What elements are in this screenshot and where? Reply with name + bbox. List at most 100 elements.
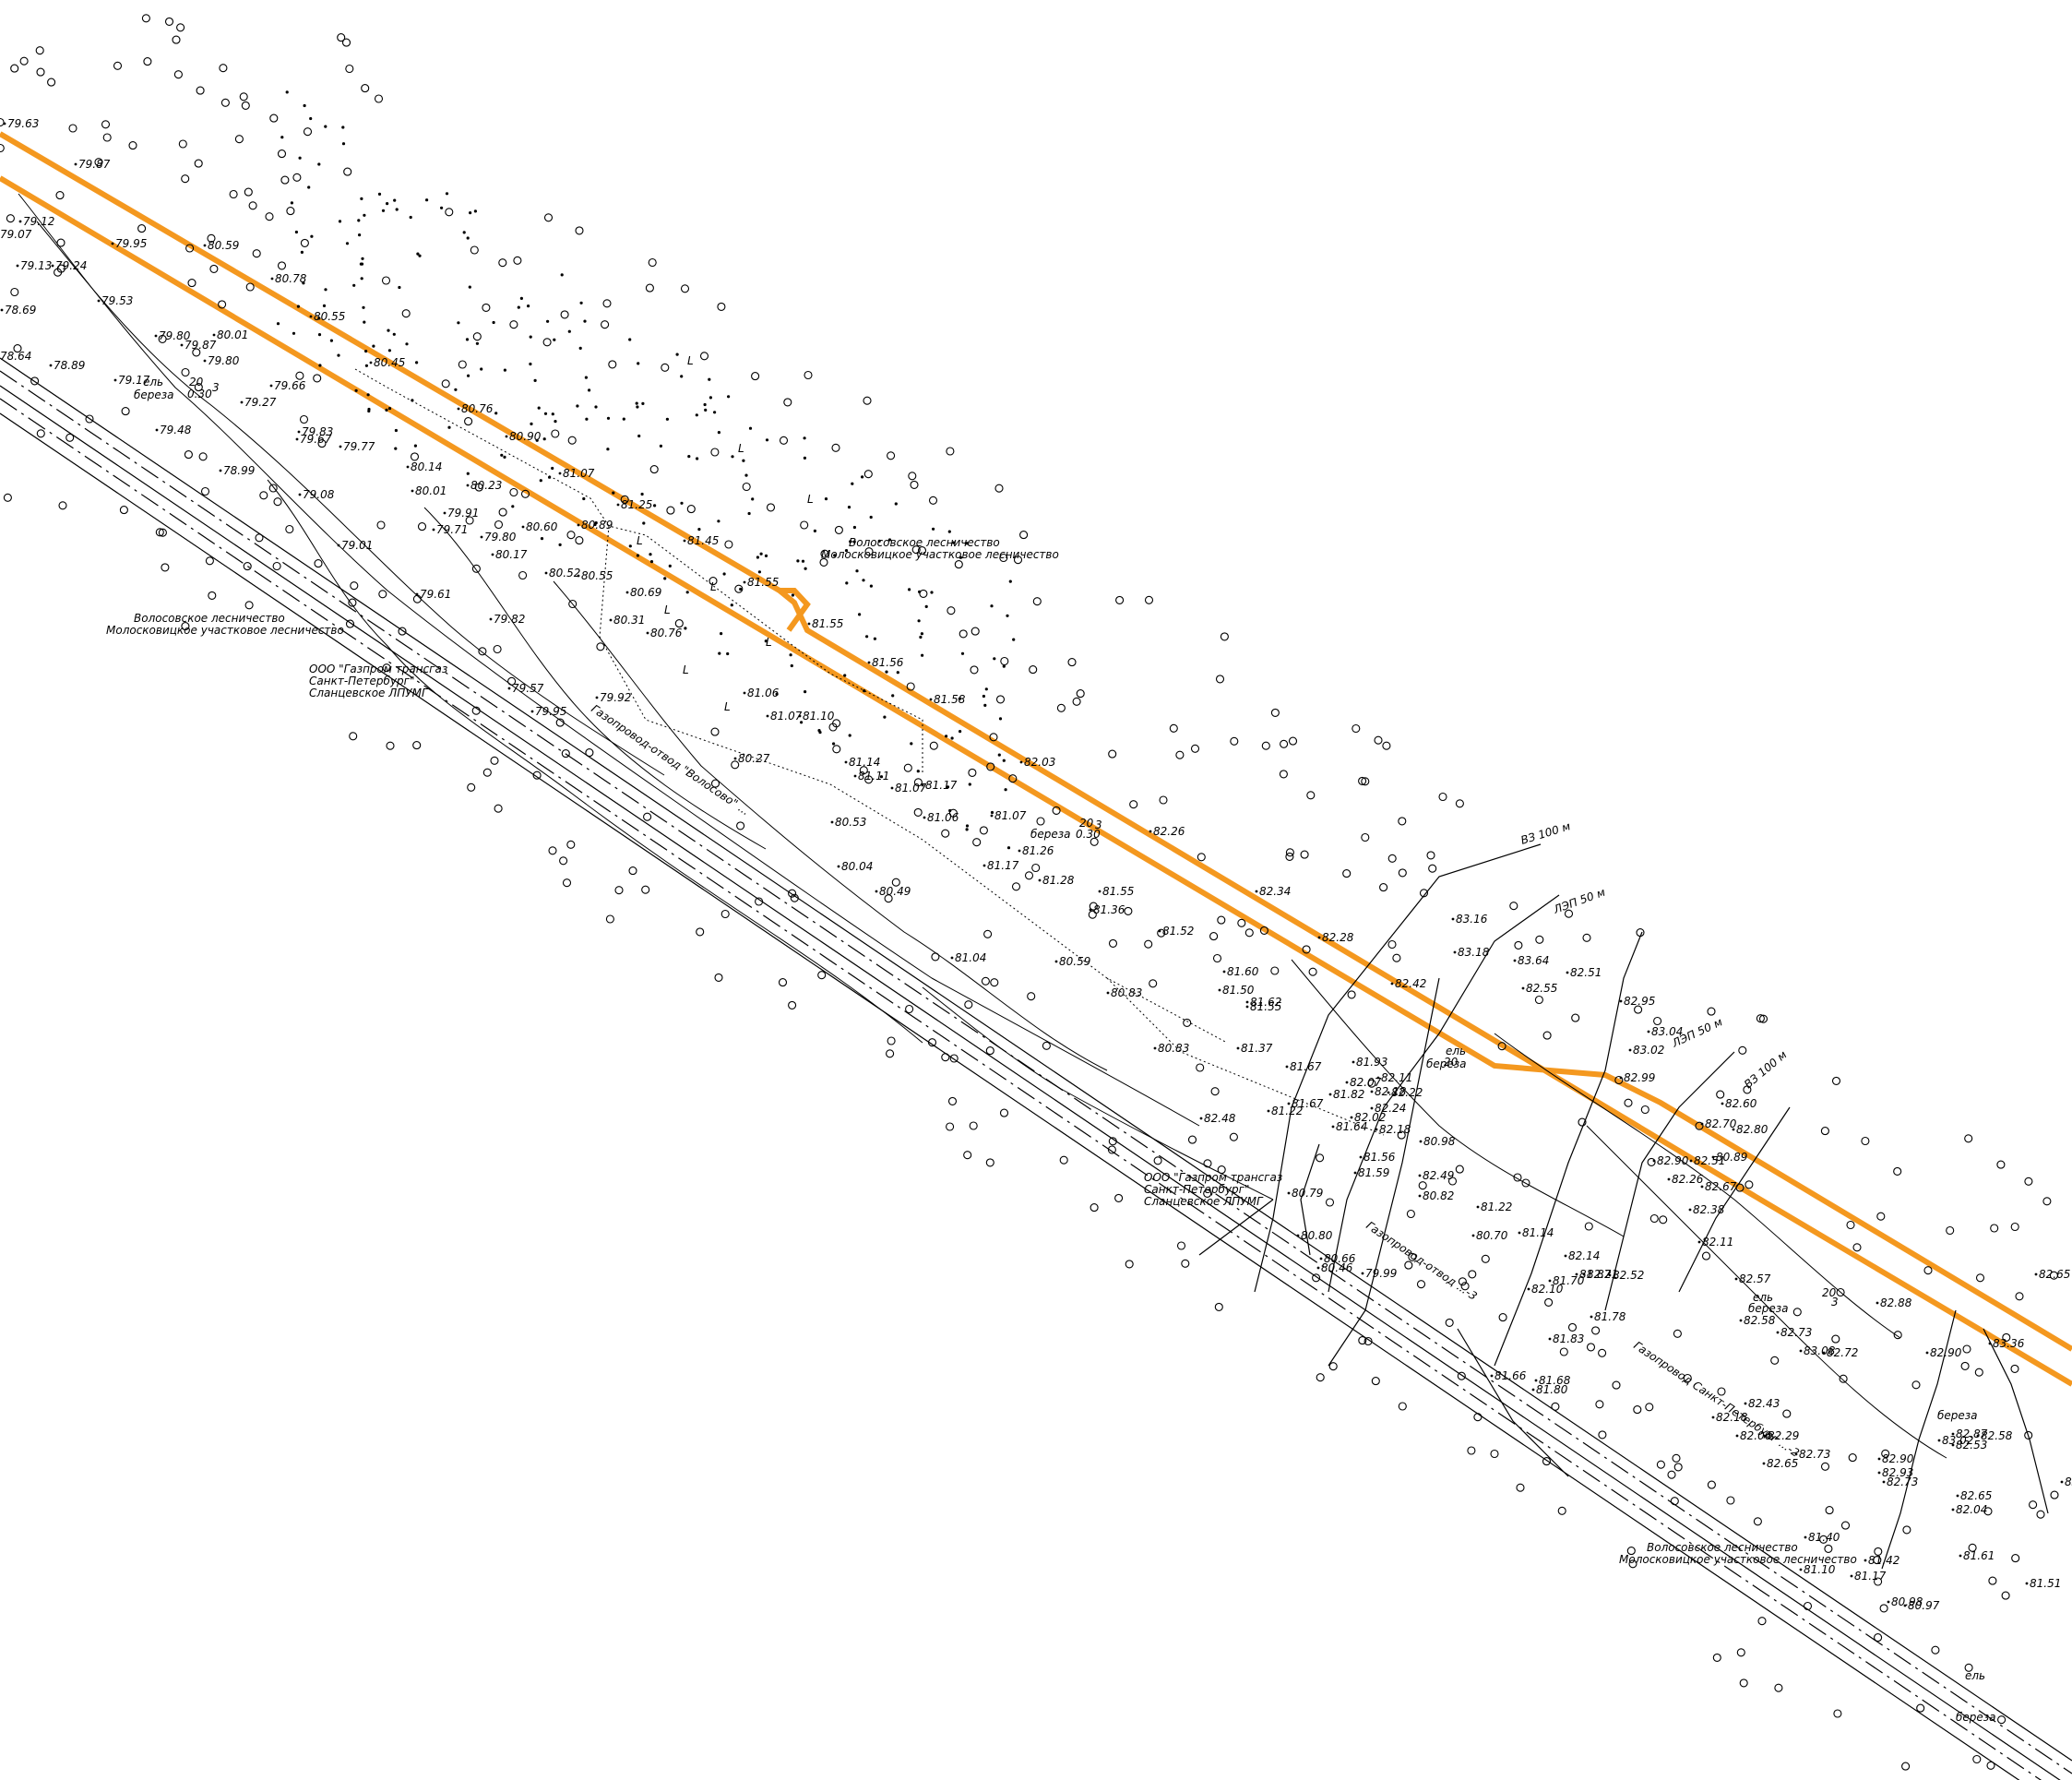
tree-symbol — [1673, 1463, 1683, 1472]
tree-symbol — [1220, 632, 1229, 641]
shrub-dot — [873, 637, 877, 640]
tree-symbol — [1460, 1282, 1470, 1291]
tree-symbol — [349, 732, 358, 741]
elevation-spot: 82.57 — [1739, 1272, 1771, 1285]
owner-label-1-line3: Сланцевское ЛПУМГ — [309, 687, 429, 699]
elevation-spot: 81.07 — [994, 809, 1027, 822]
elevation-point — [203, 359, 207, 363]
tree-symbol — [2024, 1430, 2033, 1440]
elevation-point — [1590, 1315, 1593, 1319]
tree-symbol — [755, 897, 764, 906]
tree-symbol — [859, 766, 868, 775]
tree-symbol — [1612, 1380, 1621, 1390]
tree-symbol — [345, 619, 355, 628]
tree-symbol — [119, 506, 128, 515]
elevation-point — [1689, 1159, 1693, 1163]
tree-symbol — [887, 451, 896, 460]
shrub-dot — [894, 502, 898, 506]
tree-symbol — [947, 1096, 958, 1105]
shrub-dot — [337, 353, 340, 357]
tree-symbol — [1217, 1165, 1226, 1175]
shrub-dot — [663, 577, 667, 580]
tree-symbol — [1874, 1547, 1883, 1556]
shrub-dot — [790, 663, 793, 668]
elevation-point — [1098, 890, 1101, 893]
shrub-dot — [469, 211, 472, 215]
elevation-spot: 79.67 — [300, 433, 332, 446]
elevation-spot: 80.98 — [1423, 1135, 1456, 1148]
tree-symbol — [1901, 1762, 1911, 1771]
tree-symbol — [1215, 675, 1225, 684]
elevation-point — [1453, 950, 1457, 954]
elevation-point — [49, 364, 53, 367]
elevation-spot: 81.60 — [1227, 965, 1259, 978]
svg-text:L: L — [724, 700, 731, 713]
tree-symbol — [507, 676, 517, 686]
tree-symbol — [968, 768, 977, 777]
tree-symbol — [128, 141, 137, 150]
tree-symbol — [173, 70, 183, 79]
elevation-spot: 80.69 — [630, 586, 661, 599]
tree-symbol — [1513, 1173, 1522, 1182]
shrub-dot — [500, 453, 504, 457]
tree-note-5-species: ель — [1965, 1669, 1985, 1682]
elevation-point — [1089, 908, 1092, 912]
shrub-dot — [377, 192, 382, 196]
tree-symbol — [959, 629, 968, 639]
elevation-spot: 81.67 — [1292, 1097, 1324, 1110]
shrub-dot — [537, 406, 541, 410]
shrub-dot — [742, 459, 745, 462]
tree-symbol — [1874, 1633, 1883, 1643]
tree-symbol — [1542, 1457, 1552, 1466]
tree-symbol — [2010, 1364, 2019, 1373]
tree-symbol — [1852, 1243, 1862, 1252]
elevation-point — [1732, 1128, 1735, 1131]
shrub-dot — [440, 206, 444, 209]
elevation-point — [1763, 1434, 1767, 1438]
elevation-point — [1350, 1116, 1353, 1119]
tree-symbol — [1916, 1703, 1925, 1713]
shrub-dot — [965, 828, 969, 831]
svg-text:L: L — [738, 442, 744, 455]
shrub-dot — [606, 416, 611, 420]
elevation-point — [558, 472, 562, 475]
elevation-point — [466, 484, 470, 487]
tree-symbol — [566, 840, 576, 849]
tree-symbol — [102, 133, 112, 142]
elevation-point — [1370, 1106, 1374, 1110]
elevation-point — [1711, 1155, 1715, 1159]
tree-symbol — [817, 971, 827, 980]
elevation-spot: 82.65 — [2039, 1268, 2070, 1281]
tree-symbol — [567, 436, 577, 445]
shrub-dot — [466, 236, 470, 240]
shrub-dot — [341, 142, 346, 146]
tree-symbol — [1382, 741, 1391, 750]
elevation-spot: 80.17 — [495, 548, 528, 561]
elevation-spot: 82.65 — [1767, 1457, 1798, 1470]
shrub-dot — [360, 277, 363, 281]
tree-symbol — [1270, 966, 1280, 975]
shrub-dot — [372, 344, 375, 348]
elevation-spot: 82.51 — [1570, 966, 1602, 979]
tree-symbol — [1244, 928, 1254, 938]
shrub-dot — [447, 425, 451, 429]
elevation-spot: 83.16 — [1456, 913, 1488, 926]
tree-symbol — [1000, 656, 1009, 666]
elevation-point — [1376, 1076, 1380, 1080]
elevation-point — [309, 315, 313, 318]
tree-symbol — [1996, 1160, 2006, 1169]
tree-symbol — [1358, 776, 1367, 785]
tree-symbol — [1962, 1344, 1971, 1354]
shrub-dot — [924, 604, 928, 609]
tree-symbol — [494, 804, 503, 813]
shrub-dot — [418, 254, 422, 257]
tree-symbol — [252, 249, 261, 258]
shrub-dot — [594, 405, 598, 409]
tree-symbol — [520, 489, 530, 498]
tree-symbol — [1419, 889, 1429, 898]
elevation-spot: 80.01 — [217, 329, 248, 341]
shrub-dot — [341, 125, 345, 129]
tree-symbol — [1974, 1368, 1983, 1377]
vl100-label-a: ВЗ 100 м — [1519, 819, 1572, 847]
